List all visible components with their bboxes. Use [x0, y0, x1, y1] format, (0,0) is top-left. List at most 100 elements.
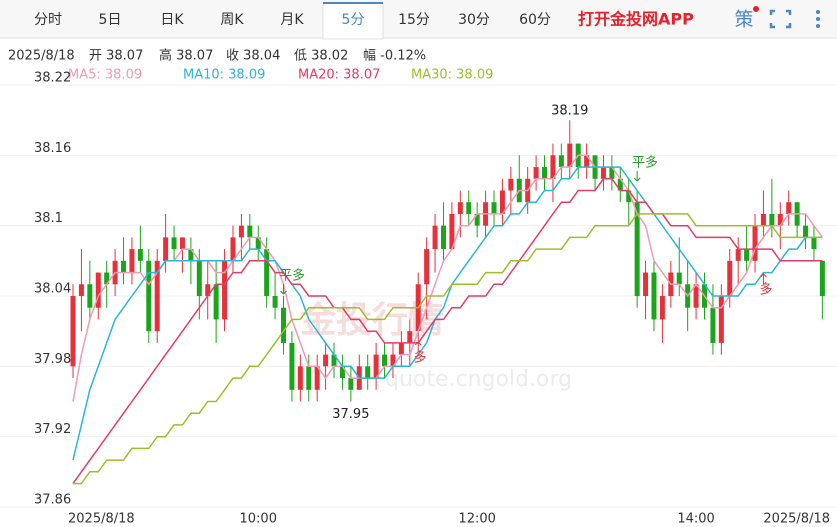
candle-body — [440, 225, 446, 250]
candle-body — [659, 296, 665, 320]
y-tick-label: 37.98 — [34, 352, 71, 367]
candle-body — [137, 249, 143, 261]
candle-body — [710, 307, 716, 343]
candle-body — [238, 225, 244, 238]
candle-body — [634, 202, 640, 296]
signal-label: 平多 — [279, 268, 305, 284]
ma-line — [73, 213, 823, 485]
candle-body — [819, 260, 825, 296]
legend-entry: MA5: 38.09 — [68, 68, 142, 83]
candle-body — [255, 237, 261, 250]
menu-dot[interactable] — [816, 24, 820, 28]
info-item: 高 38.07 — [159, 48, 213, 64]
signal-label: 多 — [413, 350, 426, 366]
brand[interactable]: 打开金投网APP — [578, 10, 694, 29]
candle-body — [752, 225, 758, 261]
tab-active — [322, 2, 384, 40]
menu-dot[interactable] — [816, 17, 820, 21]
candle-body — [314, 366, 320, 390]
candle-body — [676, 272, 682, 285]
candle-body — [550, 155, 556, 179]
x-tick-label: 10:00 — [240, 512, 277, 527]
candle-body — [289, 342, 295, 390]
tab[interactable]: 周K — [220, 12, 244, 28]
candle-body — [508, 178, 514, 191]
signal-arrow — [414, 341, 422, 352]
x-tick-label: 2025/8/18 — [763, 512, 830, 527]
y-tick-label: 37.86 — [34, 493, 71, 508]
x-tick-label: 2025/8/18 — [68, 512, 135, 527]
candle-body — [306, 366, 312, 390]
candle-body — [744, 249, 750, 261]
candle-body — [87, 284, 93, 308]
candle-body — [104, 272, 110, 285]
candle-body — [693, 284, 699, 308]
candle-body — [643, 272, 649, 296]
candle-body — [171, 237, 177, 250]
tab-bar — [0, 0, 837, 38]
candle-body — [230, 237, 236, 261]
candle-body — [735, 249, 741, 261]
tab[interactable]: 15分 — [398, 12, 430, 28]
info-item: 收 38.04 — [226, 49, 280, 64]
candle-body — [474, 213, 480, 226]
candle-body — [365, 366, 371, 379]
candle-body — [457, 202, 463, 214]
candle-body — [432, 225, 438, 250]
candle-body — [373, 354, 379, 379]
candle-body — [382, 354, 388, 367]
watermark: quote.cngold.org — [385, 367, 572, 392]
candle-body — [78, 284, 84, 296]
candle-body — [331, 354, 337, 367]
info-item: 低 38.02 — [294, 49, 348, 64]
candle-body — [70, 296, 76, 367]
tab[interactable]: 日K — [160, 12, 184, 28]
candle-body — [398, 342, 404, 355]
tab[interactable]: 5分 — [342, 12, 365, 28]
legend-entry: MA10: 38.09 — [183, 68, 265, 83]
candle-body — [786, 202, 792, 214]
candle-body — [609, 167, 615, 179]
x-tick-label: 12:00 — [458, 512, 495, 527]
signal-label: 多 — [759, 282, 772, 298]
signal-arrow — [760, 273, 767, 284]
candle-body — [129, 249, 135, 273]
candle-body — [272, 296, 278, 308]
candle-body — [95, 272, 101, 308]
candle-body — [179, 237, 185, 250]
tab[interactable]: 分时 — [34, 12, 62, 28]
menu-dot[interactable] — [816, 10, 820, 14]
candle-body — [222, 260, 228, 320]
legend-entry: MA30: 38.09 — [411, 68, 493, 83]
candle-body — [297, 366, 303, 390]
candle-body — [760, 213, 766, 226]
candle-body — [264, 249, 270, 296]
candle-body — [584, 155, 590, 168]
candle-body — [617, 178, 623, 191]
candle-body — [213, 284, 219, 320]
tab[interactable]: 30分 — [458, 12, 490, 28]
candle-body — [727, 260, 733, 296]
candle-body — [323, 354, 329, 367]
ma-line — [72, 166, 823, 461]
candle-body — [777, 213, 783, 226]
tab[interactable]: 60分 — [519, 12, 551, 28]
candle-body — [424, 249, 430, 285]
candle-body — [499, 190, 505, 214]
candle-body — [542, 167, 548, 179]
candle-body — [205, 284, 211, 296]
candle-body — [281, 307, 286, 343]
fullscreen-icon[interactable] — [769, 9, 792, 29]
tool-icon[interactable]: 策 — [734, 9, 753, 31]
candle-body — [247, 225, 253, 238]
y-tick-label: 38.04 — [34, 282, 71, 297]
ma-line — [72, 178, 823, 485]
tab[interactable]: 月K — [280, 12, 304, 28]
candle-body — [466, 202, 472, 214]
ma-line — [72, 154, 824, 402]
candle-body — [769, 213, 775, 226]
tab[interactable]: 5日 — [99, 12, 122, 28]
candle-body — [803, 225, 809, 238]
candle-body — [626, 190, 632, 203]
